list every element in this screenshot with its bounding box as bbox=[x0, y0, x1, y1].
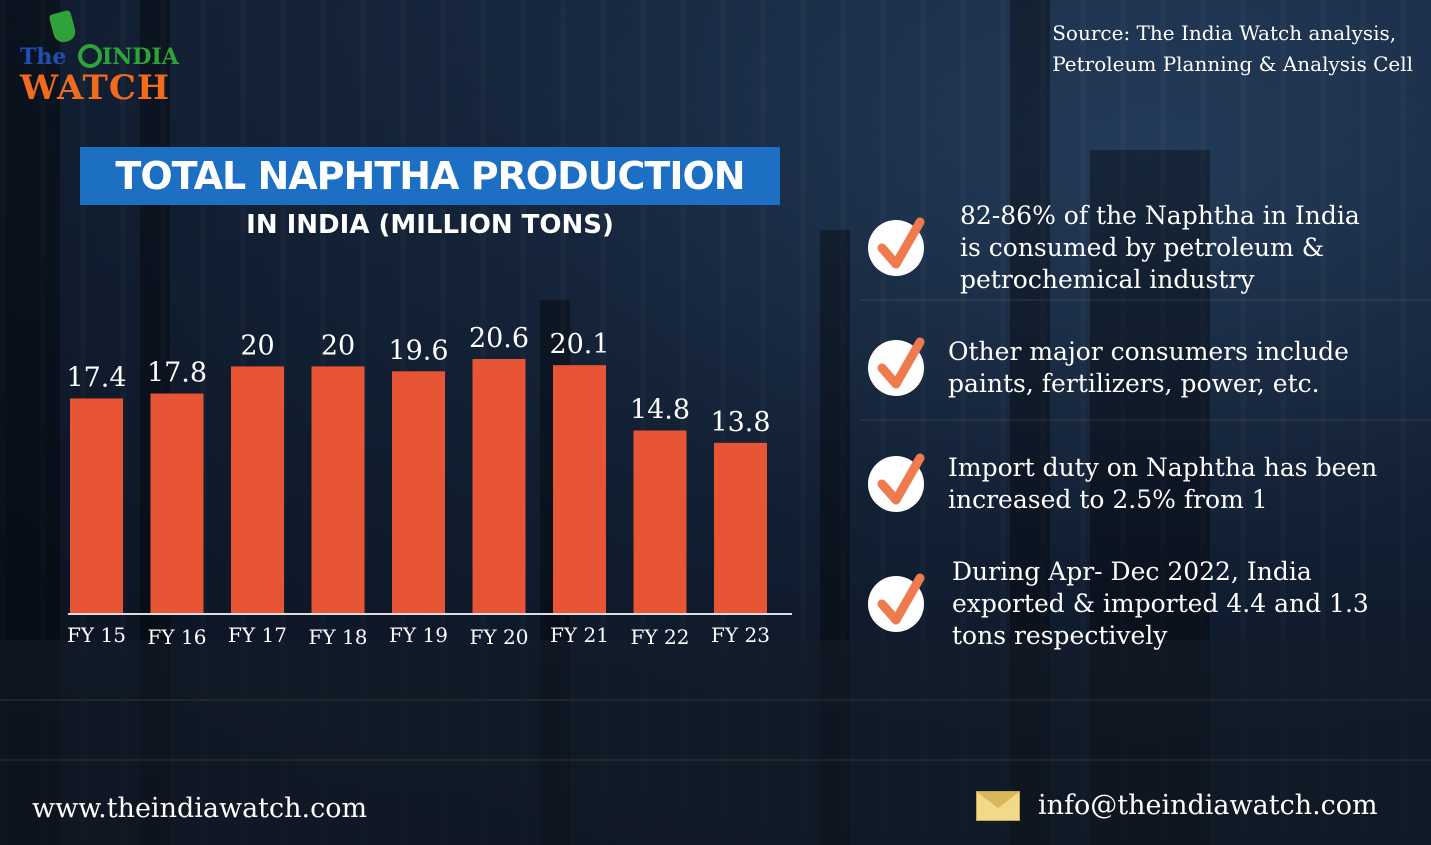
bullet-item: Other major consumers include paints, fe… bbox=[868, 336, 1408, 400]
chart-subtitle: IN INDIA (MILLION TONS) bbox=[246, 210, 614, 240]
bullet-text: 82-86% of the Naphtha in India is consum… bbox=[960, 201, 1360, 294]
bar bbox=[392, 371, 445, 613]
bullet-item: Import duty on Naphtha has been increase… bbox=[868, 452, 1408, 516]
the-india-watch-logo: The INDIA WATCH bbox=[18, 9, 198, 108]
bullet-item: During Apr- Dec 2022, India exported & i… bbox=[868, 556, 1412, 652]
x-tick-label: FY 19 bbox=[389, 623, 448, 647]
check-icon bbox=[868, 453, 925, 512]
data-label: 20 bbox=[321, 330, 355, 361]
x-tick-label: FY 23 bbox=[711, 623, 770, 647]
logo-watch: WATCH bbox=[20, 68, 171, 108]
bullet-text: Import duty on Naphtha has been increase… bbox=[948, 453, 1378, 514]
data-label: 20.1 bbox=[549, 329, 609, 360]
bar bbox=[231, 366, 284, 613]
data-label: 20 bbox=[240, 330, 274, 361]
bar bbox=[311, 366, 365, 613]
bullet-text: Other major consumers include paints, fe… bbox=[948, 337, 1349, 398]
data-label: 14.8 bbox=[630, 395, 690, 426]
bar bbox=[150, 393, 204, 613]
envelope-icon bbox=[976, 790, 1020, 821]
bar bbox=[472, 359, 526, 613]
x-tick-label: FY 22 bbox=[631, 625, 690, 649]
data-label: 20.6 bbox=[469, 323, 529, 354]
email-contact[interactable]: info@theindiawatch.com bbox=[976, 790, 1378, 821]
title-banner bbox=[80, 147, 780, 205]
magnifier-icon bbox=[78, 44, 102, 68]
email-link[interactable]: info@theindiawatch.com bbox=[1038, 790, 1378, 821]
bullet-text: During Apr- Dec 2022, India exported & i… bbox=[952, 557, 1369, 650]
check-icon bbox=[868, 573, 925, 632]
website-link[interactable]: www.theindiawatch.com bbox=[32, 793, 368, 824]
check-icon bbox=[868, 337, 925, 396]
bar bbox=[553, 365, 606, 613]
x-tick-label: FY 20 bbox=[470, 625, 529, 649]
source-note: Source: The India Watch analysis, Petrol… bbox=[1052, 18, 1413, 80]
data-label: 17.4 bbox=[66, 362, 126, 393]
bullet-item: 82-86% of the Naphtha in India is consum… bbox=[868, 200, 1360, 296]
source-line-1: Source: The India Watch analysis, bbox=[1052, 21, 1397, 45]
x-tick-label: FY 21 bbox=[550, 623, 609, 647]
logo-india: INDIA bbox=[102, 44, 179, 70]
source-line-2: Petroleum Planning & Analysis Cell bbox=[1052, 52, 1413, 76]
x-tick-label: FY 17 bbox=[228, 623, 287, 647]
x-tick-label: FY 16 bbox=[148, 625, 207, 649]
data-label: 13.8 bbox=[710, 407, 770, 438]
data-label: 17.8 bbox=[147, 358, 207, 389]
bar bbox=[633, 430, 687, 613]
x-tick-label: FY 18 bbox=[309, 625, 368, 649]
bar bbox=[70, 398, 123, 613]
bar bbox=[714, 442, 767, 613]
check-icon bbox=[868, 217, 925, 276]
data-label: 19.6 bbox=[388, 335, 448, 366]
x-tick-label: FY 15 bbox=[67, 623, 126, 647]
chart-title: TOTAL NAPHTHA PRODUCTION bbox=[115, 154, 745, 198]
bar-chart: 17.4 FY 15 17.8 FY 16 20 FY 17 20 FY 18 19.6 FY 1… bbox=[66, 323, 792, 649]
logo-the: The bbox=[20, 44, 67, 70]
